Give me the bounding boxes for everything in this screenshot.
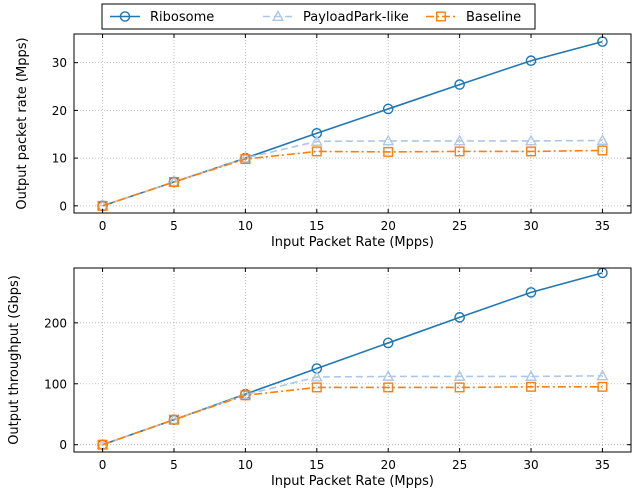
data-point-payloadpark-like	[239, 388, 252, 400]
data-point-ribosome	[525, 287, 537, 298]
data-point-payloadpark-like	[239, 151, 252, 163]
legend-label: Ribosome	[150, 10, 214, 25]
legend-marker	[436, 11, 447, 22]
chart-output-throughput: 0 5 10 15 20 25 30 35 0 100 200 Input Packet Rate (…	[7, 267, 632, 489]
x-tick-label: 10	[238, 219, 253, 233]
x-tick-label: 35	[595, 458, 610, 472]
y-tick-label: 10	[52, 152, 67, 166]
x-tick-label: 25	[452, 458, 467, 472]
legend-label: Baseline	[466, 10, 521, 25]
data-point-baseline	[454, 146, 465, 157]
data-point-payloadpark-like	[525, 369, 538, 381]
series-line-payloadpark-like	[102, 375, 603, 446]
data-point-payloadpark-like	[382, 134, 395, 146]
legend-marker	[119, 11, 131, 22]
grid	[74, 268, 631, 452]
data-point-baseline	[597, 145, 608, 156]
chart-output-packet-rate: 0 5 10 15 20 25 30 35 0 10 20 30 Input Packet Rate (…	[15, 33, 632, 250]
x-axis-label: Input Packet Rate (Mpps)	[271, 235, 434, 250]
x-tick-label: 15	[309, 219, 324, 233]
y-tick-label: 0	[59, 199, 67, 213]
legend-marker	[272, 10, 284, 21]
data-point-ribosome	[454, 79, 465, 90]
data-point-payloadpark-like	[310, 134, 323, 146]
x-tick-label: 0	[99, 219, 107, 233]
plot-frame	[73, 267, 632, 453]
series-line-baseline	[102, 386, 603, 446]
x-axis-label: Input Packet Rate (Mpps)	[271, 474, 434, 489]
data-point-ribosome	[382, 103, 394, 115]
y-tick-label: 200	[44, 316, 67, 330]
data-point-ribosome	[525, 55, 537, 67]
legend-entry-payloadpark-like: PayloadPark-like	[263, 10, 409, 25]
x-tick-label: 20	[381, 219, 396, 233]
data-point-baseline	[454, 382, 465, 393]
data-point-ribosome	[311, 127, 323, 139]
y-axis-label: Output packet rate (Mpps)	[15, 37, 30, 209]
data-point-baseline	[597, 381, 608, 392]
data-point-baseline	[383, 382, 394, 393]
data-point-baseline	[311, 146, 322, 157]
x-tick-label: 15	[309, 458, 324, 472]
data-point-ribosome	[382, 337, 394, 349]
y-tick-label: 30	[52, 56, 67, 70]
x-tick-label: 35	[595, 219, 610, 233]
data-point-payloadpark-like	[525, 134, 538, 146]
data-point-baseline	[168, 414, 179, 425]
x-tick-label: 20	[381, 458, 396, 472]
legend-label: PayloadPark-like	[303, 10, 409, 25]
y-tick-label: 20	[52, 104, 67, 118]
x-tick-label: 5	[170, 219, 178, 233]
data-point-baseline	[240, 154, 251, 165]
data-point-payloadpark-like	[453, 369, 466, 381]
y-tick-label: 0	[59, 438, 67, 452]
data-point-baseline	[168, 176, 179, 187]
series-line-baseline	[102, 149, 603, 207]
data-point-baseline	[383, 146, 394, 157]
data-point-payloadpark-like	[453, 134, 466, 146]
legend-entry-baseline: Baseline	[426, 10, 521, 25]
plot-frame	[73, 33, 632, 214]
series-baseline	[97, 381, 608, 450]
y-axis-label: Output throughput (Gbps)	[7, 275, 22, 445]
grid	[74, 34, 631, 213]
y-tick-label: 100	[44, 377, 67, 391]
legend-box	[101, 3, 536, 30]
series-baseline	[97, 145, 608, 211]
data-point-baseline	[240, 390, 251, 401]
data-point-baseline	[311, 382, 322, 393]
x-tick-label: 10	[238, 458, 253, 472]
data-point-ribosome	[454, 312, 465, 323]
x-tick-label: 30	[523, 458, 538, 472]
series-line-payloadpark-like	[102, 139, 603, 207]
data-point-baseline	[526, 381, 537, 392]
data-point-payloadpark-like	[596, 369, 609, 381]
x-tick-label: 25	[452, 219, 467, 233]
x-tick-label: 5	[170, 458, 178, 472]
legend: Ribosome PayloadPark-like Baseline	[101, 3, 536, 30]
data-point-payloadpark-like	[382, 369, 395, 381]
x-tick-label: 0	[99, 458, 107, 472]
data-point-payloadpark-like	[596, 133, 609, 145]
data-point-payloadpark-like	[310, 370, 323, 382]
legend-entry-ribosome: Ribosome	[110, 10, 214, 25]
x-tick-label: 30	[523, 219, 538, 233]
data-point-baseline	[526, 146, 537, 157]
